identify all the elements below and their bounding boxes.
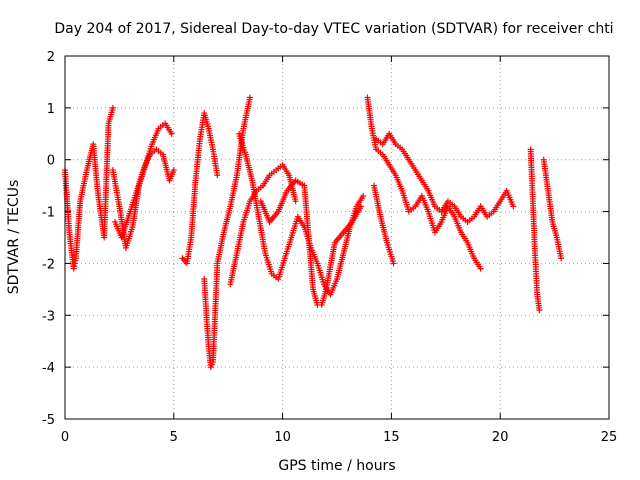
- data-point: [558, 255, 565, 262]
- data-point: [109, 104, 116, 111]
- y-tick-label: -1: [42, 206, 55, 221]
- y-tick-label: -5: [42, 413, 55, 428]
- x-tick-label: 15: [383, 430, 400, 445]
- y-tick-label: 0: [47, 154, 55, 169]
- y-tick-label: 1: [47, 102, 55, 117]
- y-tick-label: -2: [42, 257, 55, 272]
- data-points: [62, 94, 565, 371]
- data-point: [168, 130, 175, 137]
- grid-lines: [65, 56, 609, 419]
- x-axis-label: GPS time / hours: [278, 458, 395, 474]
- y-tick-label: -3: [42, 309, 55, 324]
- chart-title: Day 204 of 2017, Sidereal Day-to-day VTE…: [54, 21, 613, 37]
- x-tick-label: 0: [61, 430, 69, 445]
- data-point: [246, 94, 253, 101]
- data-point: [477, 265, 484, 272]
- data-point: [170, 167, 177, 174]
- data-point: [510, 203, 517, 210]
- x-tick-label: 25: [601, 430, 618, 445]
- y-axis-label: SDTVAR / TECUs: [6, 180, 22, 295]
- data-point: [536, 307, 543, 314]
- y-tick-label: 2: [47, 50, 55, 65]
- x-tick-label: 10: [274, 430, 291, 445]
- x-tick-label: 20: [492, 430, 509, 445]
- data-point: [357, 203, 364, 210]
- data-point: [214, 172, 221, 179]
- plot-frame: [64, 55, 610, 420]
- x-tick-label: 5: [170, 430, 178, 445]
- y-tick-label: -4: [42, 361, 55, 376]
- data-point: [390, 260, 397, 267]
- data-point: [360, 193, 367, 200]
- data-point: [292, 198, 299, 205]
